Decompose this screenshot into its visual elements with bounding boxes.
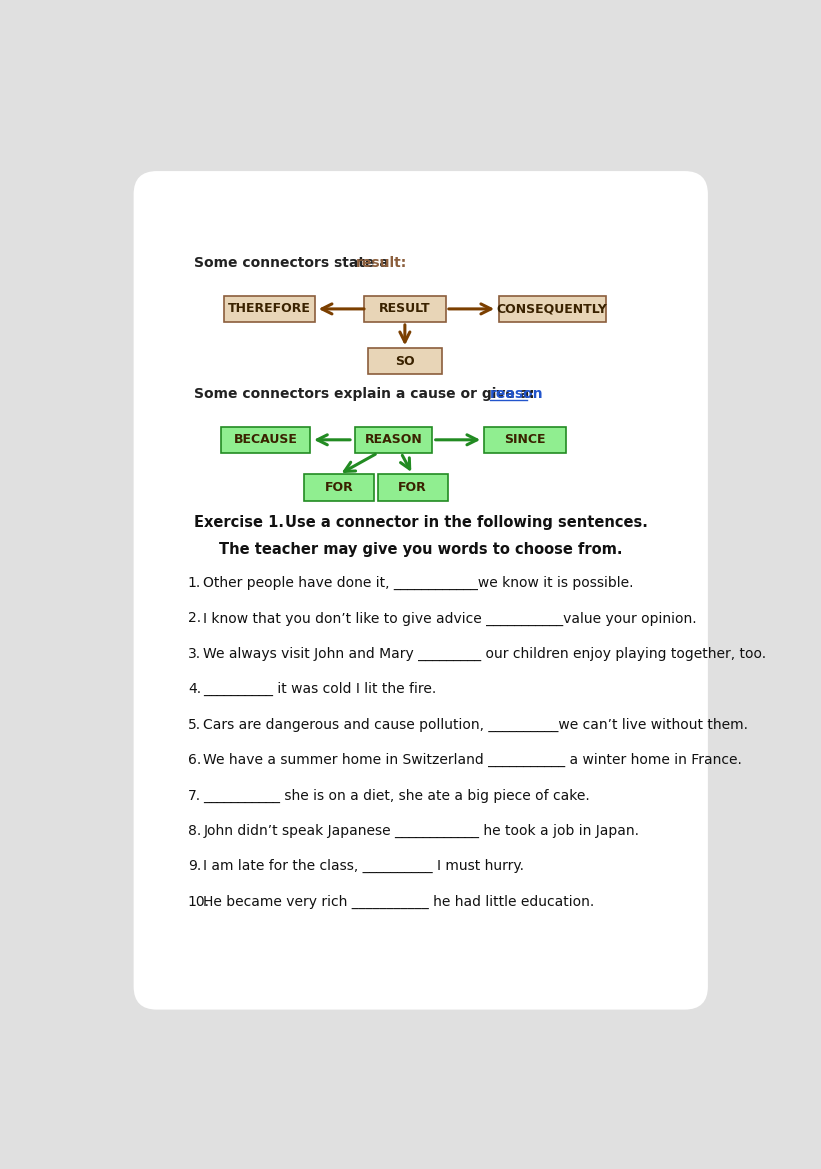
Text: result:: result: [356, 256, 407, 270]
FancyBboxPatch shape [355, 427, 432, 452]
Text: REASON: REASON [365, 434, 422, 447]
Text: :: : [529, 387, 534, 401]
Text: I am late for the class, __________ I must hurry.: I am late for the class, __________ I mu… [204, 859, 525, 873]
Text: FOR: FOR [324, 482, 353, 494]
Text: 6.: 6. [188, 753, 201, 767]
Text: 4.: 4. [188, 683, 201, 697]
Text: reason: reason [490, 387, 544, 401]
Text: RESULT: RESULT [379, 303, 431, 316]
Text: 10.: 10. [188, 894, 210, 908]
Text: CONSEQUENTLY: CONSEQUENTLY [497, 303, 608, 316]
Text: Cars are dangerous and cause pollution, __________we can’t live without them.: Cars are dangerous and cause pollution, … [204, 718, 749, 732]
Text: Exercise 1.: Exercise 1. [194, 516, 284, 531]
FancyBboxPatch shape [304, 475, 374, 500]
Text: John didn’t speak Japanese ____________ he took a job in Japan.: John didn’t speak Japanese ____________ … [204, 824, 640, 838]
Text: FOR: FOR [398, 482, 427, 494]
Text: SO: SO [395, 354, 415, 368]
FancyBboxPatch shape [498, 296, 606, 321]
Text: I know that you don’t like to give advice ___________value your opinion.: I know that you don’t like to give advic… [204, 611, 697, 625]
Text: 1.: 1. [188, 576, 201, 590]
FancyBboxPatch shape [221, 427, 310, 452]
Text: Use a connector in the following sentences.: Use a connector in the following sentenc… [285, 516, 648, 531]
Text: 3.: 3. [188, 646, 201, 660]
Text: __________ it was cold I lit the fire.: __________ it was cold I lit the fire. [204, 683, 437, 697]
Text: 8.: 8. [188, 824, 201, 838]
FancyBboxPatch shape [223, 296, 315, 321]
Text: Other people have done it, ____________we know it is possible.: Other people have done it, ____________w… [204, 576, 634, 590]
Text: Some connectors state a: Some connectors state a [194, 256, 394, 270]
Text: 5.: 5. [188, 718, 201, 732]
Text: ___________ she is on a diet, she ate a big piece of cake.: ___________ she is on a diet, she ate a … [204, 788, 590, 803]
Text: We always visit John and Mary _________ our children enjoy playing together, too: We always visit John and Mary _________ … [204, 646, 767, 660]
Text: We have a summer home in Switzerland ___________ a winter home in France.: We have a summer home in Switzerland ___… [204, 753, 742, 767]
Text: He became very rich ___________ he had little education.: He became very rich ___________ he had l… [204, 894, 594, 908]
FancyBboxPatch shape [134, 171, 708, 1010]
Text: BECAUSE: BECAUSE [233, 434, 297, 447]
Text: Some connectors explain a cause or give a: Some connectors explain a cause or give … [194, 387, 534, 401]
FancyBboxPatch shape [378, 475, 447, 500]
FancyBboxPatch shape [484, 427, 566, 452]
Text: 9.: 9. [188, 859, 201, 873]
Text: The teacher may give you words to choose from.: The teacher may give you words to choose… [218, 541, 622, 556]
Text: THEREFORE: THEREFORE [227, 303, 310, 316]
FancyBboxPatch shape [365, 296, 446, 321]
Text: SINCE: SINCE [504, 434, 546, 447]
Text: 7.: 7. [188, 789, 201, 803]
FancyBboxPatch shape [368, 348, 442, 374]
Text: 2.: 2. [188, 611, 201, 625]
